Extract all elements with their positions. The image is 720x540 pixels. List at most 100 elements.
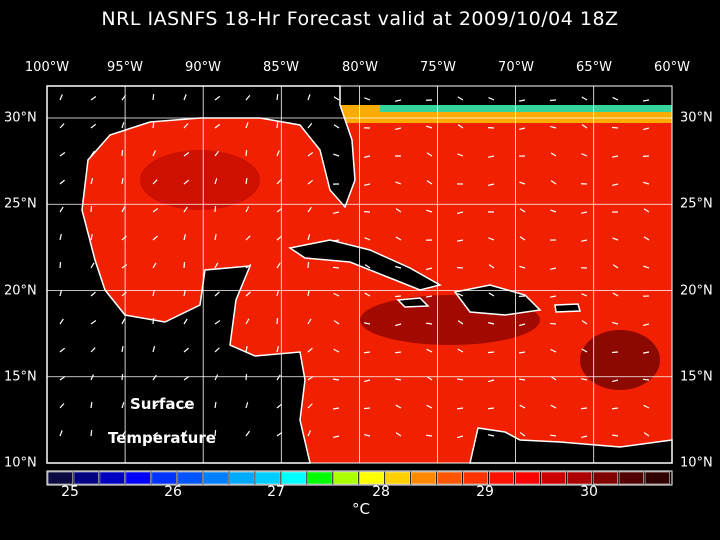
wind-arrow — [456, 378, 464, 381]
warm-core-east — [580, 330, 660, 390]
wind-arrow — [121, 430, 127, 437]
lat-label-left: 30°N — [4, 110, 37, 126]
wind-arrow — [457, 348, 464, 353]
wind-arrow — [183, 430, 187, 437]
wind-arrow — [550, 404, 557, 409]
wind-arrow — [488, 322, 495, 325]
wind-arrow — [364, 379, 371, 383]
wind-arrow — [519, 181, 526, 185]
wind-arrow — [488, 183, 495, 186]
map-label-surface: Surface — [130, 395, 195, 413]
wind-arrow — [183, 347, 189, 353]
wind-arrow — [183, 290, 186, 297]
wind-arrow — [183, 261, 186, 269]
wind-arrow — [90, 150, 95, 157]
wind-arrow — [332, 407, 340, 410]
wind-arrow — [395, 323, 402, 327]
wind-arrow — [457, 211, 464, 214]
wind-arrow — [183, 123, 189, 129]
wind-arrow — [488, 97, 495, 101]
wind-arrow — [519, 265, 526, 269]
wind-arrow — [487, 407, 495, 410]
wind-arrow — [59, 179, 65, 185]
colorbar-swatch — [540, 471, 566, 485]
wind-arrow — [550, 125, 557, 129]
graticule — [47, 86, 672, 463]
colorbar-swatch — [515, 471, 540, 485]
wind-arrow — [488, 292, 495, 297]
wind-arrow — [276, 432, 283, 437]
lon-label: 90°W — [185, 60, 221, 75]
lat-label-right: 30°N — [680, 110, 713, 126]
wind-arrow — [276, 403, 283, 409]
colorbar-swatch — [151, 471, 177, 485]
wind-arrow — [214, 320, 221, 325]
wind-arrow — [581, 153, 588, 157]
wind-arrow — [183, 94, 187, 101]
colorbar-frame — [46, 470, 673, 486]
wind-arrow — [307, 151, 314, 157]
wind-arrow — [59, 94, 63, 101]
wind-arrow — [245, 95, 251, 101]
wind-arrow — [395, 432, 402, 437]
wind-arrow — [90, 95, 97, 101]
wind-arrow — [276, 290, 279, 297]
wind-arrow — [611, 155, 619, 158]
wind-arrow — [152, 93, 155, 101]
wind-arrow — [395, 265, 402, 269]
colorbar-swatch — [333, 471, 359, 485]
cool-shelf-north-2 — [380, 105, 672, 112]
wind-arrow — [394, 351, 402, 354]
wind-arrow — [426, 125, 433, 129]
wind-arrow — [643, 404, 650, 409]
wind-arrow — [307, 122, 313, 129]
wind-arrow — [581, 378, 588, 381]
wind-arrow — [457, 320, 464, 325]
wind-arrow — [307, 289, 310, 297]
colorbar-swatch — [644, 471, 670, 485]
wind-arrow — [276, 179, 282, 185]
wind-arrow — [395, 208, 402, 213]
lat-label-right: 20°N — [680, 283, 713, 299]
wind-arrow — [364, 97, 371, 101]
wind-arrow — [425, 322, 433, 325]
wind-arrow — [152, 317, 155, 325]
wind-arrow — [152, 121, 155, 129]
wind-arrow — [121, 177, 124, 185]
wind-arrow — [364, 433, 371, 437]
wind-arrow — [581, 320, 588, 325]
wind-arrow — [426, 348, 433, 353]
wind-arrow — [59, 403, 65, 409]
colorbar-swatch — [125, 471, 151, 485]
wind-arrow — [59, 206, 64, 213]
wind-arrow — [307, 318, 312, 325]
wind-arrow — [245, 122, 249, 129]
wind-arrow — [519, 127, 526, 131]
wind-arrow — [643, 236, 650, 241]
wind-arrow — [214, 347, 220, 353]
wind-arrow — [152, 403, 159, 409]
wind-arrow — [643, 265, 650, 269]
wind-arrow — [59, 123, 65, 129]
wind-arrow — [612, 379, 619, 383]
wind-arrow — [121, 264, 128, 269]
wind-arrow — [276, 346, 279, 353]
wind-arrow — [364, 264, 371, 269]
wind-arrow — [333, 348, 340, 353]
wind-arrow — [245, 206, 250, 213]
wind-arrow — [214, 123, 221, 129]
wind-arrow — [426, 180, 433, 185]
colorbar-tick: 27 — [267, 484, 285, 500]
wind-arrow — [550, 376, 557, 381]
wind-arrow — [457, 435, 464, 439]
wind-arrow — [152, 262, 157, 269]
colorbar-swatch — [307, 471, 333, 485]
wind-arrow — [214, 429, 217, 437]
wind-arrow — [581, 211, 588, 214]
wind-arrow — [612, 321, 619, 325]
wind-arrow — [245, 177, 248, 185]
colorbar-swatch — [618, 471, 644, 485]
wind-arrow — [612, 292, 619, 297]
wind-arrow — [457, 124, 464, 129]
